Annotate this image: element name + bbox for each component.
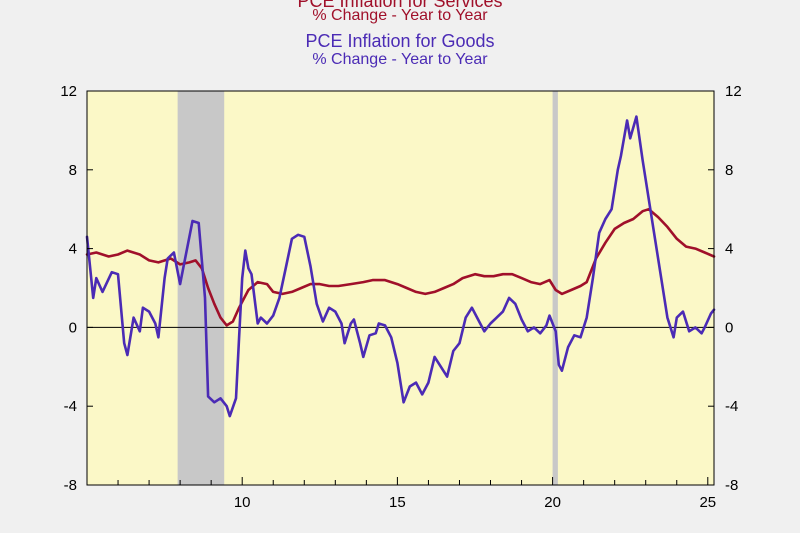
y-tick-label-left: -4 (64, 398, 77, 415)
x-tick-label: 15 (389, 494, 406, 511)
y-tick-label-left: 8 (69, 162, 77, 179)
chart-subtitle-services: % Change - Year to Year (312, 7, 488, 24)
x-tick-label: 25 (699, 494, 716, 511)
y-tick-label-left: 12 (60, 83, 77, 100)
recession-band-0 (177, 91, 225, 485)
chart-title-goods: PCE Inflation for Goods (305, 31, 495, 51)
series-layer (85, 115, 716, 418)
chart-title-services: PCE Inflation for Services (297, 0, 503, 11)
y-tick-label-right: 4 (725, 241, 733, 258)
y-tick-label-left: 4 (69, 241, 77, 258)
series-line-services (85, 207, 716, 327)
x-tick-label: 20 (544, 494, 561, 511)
x-tick-label: 10 (234, 494, 251, 511)
y-tick-label-left: 0 (69, 319, 77, 336)
series-line-goods (85, 115, 716, 418)
y-tick-label-right: -8 (725, 477, 738, 494)
y-tick-label-right: 0 (725, 319, 733, 336)
y-tick-label-left: -8 (64, 477, 77, 494)
y-tick-label-right: 8 (725, 162, 733, 179)
y-tick-label-right: -4 (725, 398, 738, 415)
plot-frame (86, 90, 715, 486)
chart-subtitle-goods: % Change - Year to Year (312, 51, 488, 68)
axis-ticks: -8 -8 -4 -4 0 0 4 4 8 8 12 12 10 15 20 25 (60, 83, 741, 511)
y-tick-label-right: 12 (725, 83, 742, 100)
